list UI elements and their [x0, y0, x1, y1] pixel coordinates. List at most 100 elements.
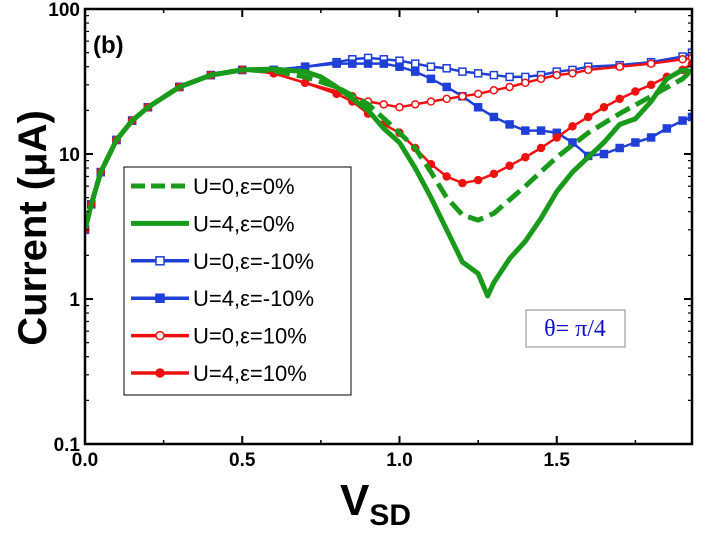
- series-line: [85, 66, 692, 299]
- series-point: [505, 161, 514, 170]
- series-point: [583, 112, 593, 122]
- x-axis-label-main: V: [340, 476, 370, 525]
- series-point: [599, 103, 609, 112]
- series-point: [395, 62, 404, 71]
- series-point: [473, 175, 483, 185]
- plot-frame: [83, 7, 694, 446]
- series-point: [568, 138, 577, 147]
- series-point: [615, 143, 624, 153]
- legend-swatch-marker: [155, 368, 165, 378]
- series-point: [646, 59, 656, 68]
- series-point: [410, 100, 420, 109]
- series-point: [521, 78, 530, 88]
- legend-item: U=0,ε=10%: [131, 324, 307, 349]
- legend-items: U=0,ε=0% U=4,ε=0% U=0,ε=-10% U=4,ε=-10% U=0,…: [131, 174, 314, 386]
- series-point: [521, 126, 530, 135]
- series-point: [426, 97, 436, 106]
- series-point: [489, 70, 499, 80]
- legend-item: U=0,ε=-10%: [131, 249, 314, 274]
- series-point: [599, 149, 609, 159]
- series-point: [442, 172, 451, 181]
- legend-item: U=0,ε=0%: [131, 174, 295, 199]
- series-1: [85, 66, 692, 299]
- series-point: [536, 74, 546, 84]
- series-point: [473, 103, 483, 112]
- series-point: [521, 152, 530, 162]
- series-point: [489, 169, 499, 179]
- series-point: [615, 62, 624, 71]
- series-point: [458, 178, 467, 188]
- y-axis-label: Current (μA): [11, 110, 55, 346]
- series-point: [426, 62, 436, 71]
- series-point: [348, 59, 357, 68]
- legend-label: U=0,ε=-10%: [193, 249, 314, 274]
- series-point: [332, 89, 341, 99]
- series-point: [395, 103, 404, 112]
- series-point: [379, 100, 389, 109]
- x-tick-label: 1.5: [544, 450, 571, 471]
- series-point: [458, 92, 467, 101]
- series-point: [505, 72, 514, 82]
- legend-label: U=4,ε=10%: [193, 361, 307, 386]
- annotation-box: [525, 309, 626, 348]
- legend-swatch-marker: [155, 330, 165, 341]
- series-point: [442, 64, 451, 73]
- series-point: [458, 67, 467, 76]
- series-point: [568, 69, 577, 78]
- series-point: [410, 59, 420, 68]
- legend-swatch-marker: [155, 293, 165, 303]
- series-point: [646, 80, 656, 90]
- series-point: [473, 89, 483, 99]
- series-point: [568, 122, 577, 131]
- legend-label: U=4,ε=-10%: [193, 286, 314, 311]
- series-point: [678, 55, 687, 64]
- series-point: [410, 67, 420, 76]
- series-point: [473, 69, 483, 78]
- series-point: [583, 65, 593, 75]
- legend-swatch-marker: [155, 256, 165, 266]
- legend-item: U=4,ε=-10%: [131, 286, 314, 311]
- series-point: [536, 143, 546, 153]
- series-point: [442, 94, 451, 104]
- series-point: [363, 59, 373, 68]
- legend-item: U=4,ε=0%: [131, 211, 295, 236]
- series-point: [426, 74, 436, 84]
- series-point: [552, 70, 562, 80]
- legend-item: U=4,ε=10%: [131, 361, 307, 386]
- series-layer: [85, 48, 692, 299]
- y-tick-label: 100: [48, 0, 80, 21]
- axis-layer: 0.0 0.5 1.0 1.5 0.1 1 10 100: [48, 0, 692, 471]
- series-point: [505, 82, 514, 92]
- series-point: [300, 78, 310, 88]
- legend-label: U=0,ε=0%: [193, 174, 295, 199]
- x-axis-label-subscript: SD: [369, 499, 411, 532]
- legend-frame: [123, 166, 352, 396]
- annotation-text: θ= π/4: [544, 316, 606, 342]
- series-point: [332, 59, 341, 68]
- series-point: [662, 124, 672, 133]
- x-tick-label: 1.0: [386, 450, 412, 471]
- series-point: [379, 59, 389, 68]
- series-point: [687, 112, 692, 122]
- series-point: [631, 138, 640, 147]
- x-axis-label: VSD: [340, 476, 411, 532]
- series-point: [489, 86, 499, 95]
- series-point: [505, 120, 514, 129]
- panel-label: (b): [93, 32, 124, 59]
- series-point: [631, 87, 640, 96]
- series-point: [646, 133, 656, 142]
- x-tick-label: 0.0: [72, 450, 98, 471]
- series-point: [615, 94, 624, 104]
- series-point: [552, 133, 562, 142]
- legend-label: U=4,ε=0%: [193, 211, 295, 236]
- x-tick-label: 0.5: [229, 450, 256, 471]
- theta-annotation: θ= π/4: [525, 309, 626, 348]
- y-tick-label: 0.1: [54, 435, 81, 456]
- y-tick-label: 1: [69, 290, 80, 311]
- series-point: [489, 112, 499, 122]
- legend: U=0,ε=0% U=4,ε=0% U=0,ε=-10% U=4,ε=-10% U=0,…: [123, 166, 352, 396]
- series-point: [536, 126, 546, 135]
- y-tick-label: 10: [59, 145, 80, 166]
